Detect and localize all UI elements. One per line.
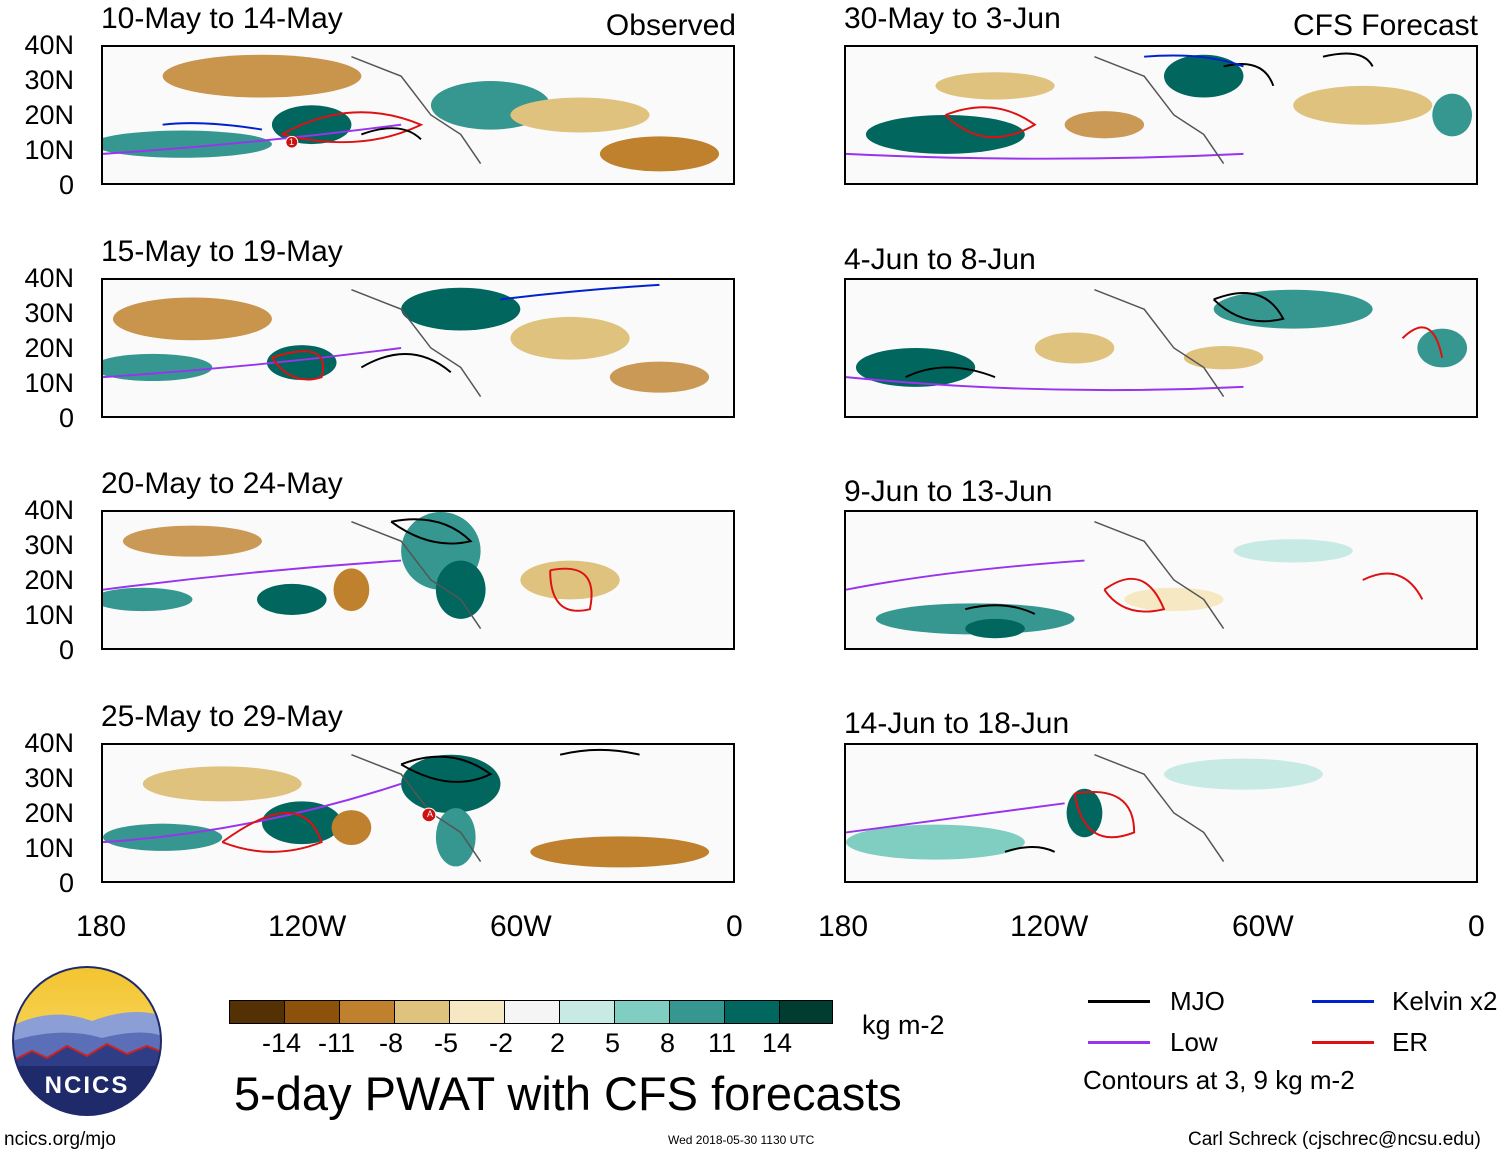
legend-label-er: ER [1392, 1027, 1429, 1057]
storm-marker-a: A [427, 809, 434, 819]
storm-marker-1: 1 [289, 137, 295, 147]
panel-title-left-3: 20-May to 24-May [101, 467, 343, 500]
colorbar-tick: -14 [262, 1028, 302, 1058]
colorbar-tick: 2 [550, 1028, 566, 1058]
colorbar-swatch [339, 1000, 395, 1024]
map-panel-left-4: A [101, 743, 735, 883]
lat-label: 20N [24, 333, 74, 363]
colorbar-tick: 11 [708, 1028, 737, 1058]
lat-label: 10N [24, 135, 74, 165]
lat-label: 30N [24, 530, 74, 560]
cfs-forecast-label: CFS Forecast [1292, 9, 1478, 42]
panel-title-left-1: 10-May to 14-May [101, 2, 343, 35]
colorbar-swatch [504, 1000, 560, 1024]
legend-line-er [1312, 1041, 1374, 1044]
colorbar-tick: 5 [605, 1028, 621, 1058]
footer-timestamp: Wed 2018-05-30 1130 UTC [668, 1133, 815, 1147]
map-panel-left-2 [101, 278, 735, 418]
panel-title-right-3: 9-Jun to 13-Jun [844, 475, 1053, 508]
ncics-logo-text: NCICS [44, 1072, 130, 1099]
panel-title-left-2: 15-May to 19-May [101, 235, 343, 268]
legend-label-kelvin: Kelvin x2 [1392, 986, 1498, 1016]
colorbar-swatch [394, 1000, 450, 1024]
legend-label-low: Low [1170, 1027, 1218, 1057]
lat-label: 10N [24, 368, 74, 398]
lat-label: 10N [24, 600, 74, 630]
panel-title-right-4: 14-Jun to 18-Jun [844, 707, 1070, 740]
legend-line-mjo [1088, 1000, 1150, 1003]
legend-label-mjo: MJO [1170, 986, 1225, 1016]
lon-label: 180 [818, 910, 869, 943]
legend-line-low [1088, 1041, 1150, 1044]
panel-title-right-2: 4-Jun to 8-Jun [844, 243, 1036, 276]
lat-label: 20N [24, 565, 74, 595]
map-panel-right-3 [844, 510, 1478, 650]
colorbar-swatch [449, 1000, 505, 1024]
footer-credit: Carl Schreck (cjschrec@ncsu.edu) [1188, 1129, 1481, 1150]
lat-label: 40N [24, 495, 74, 525]
lon-label: 180 [76, 910, 127, 943]
observed-label: Observed [605, 9, 736, 42]
lat-label: 0 [58, 635, 74, 665]
footer-url[interactable]: ncics.org/mjo [4, 1129, 116, 1150]
panel-title-right-1: 30-May to 3-Jun [844, 2, 1061, 35]
colorbar-swatch [724, 1000, 780, 1024]
colorbar-tick: -11 [318, 1028, 356, 1058]
main-title: 5-day PWAT with CFS forecasts [234, 1067, 902, 1120]
legend-contours-note: Contours at 3, 9 kg m-2 [1083, 1065, 1355, 1095]
colorbar-tick: -2 [489, 1028, 514, 1058]
panel-title-left-4: 25-May to 29-May [101, 700, 343, 733]
map-panel-right-4 [844, 743, 1478, 883]
map-panel-right-2 [844, 278, 1478, 418]
colorbar-swatch [614, 1000, 670, 1024]
lat-label: 40N [24, 30, 74, 60]
colorbar-tick: 8 [660, 1028, 676, 1058]
lat-label: 30N [24, 65, 74, 95]
lat-label: 0 [58, 170, 74, 200]
lon-label: 60W [490, 910, 552, 943]
lat-label: 0 [58, 868, 74, 898]
lat-label: 30N [24, 763, 74, 793]
colorbar-swatch [229, 1000, 285, 1024]
lon-label: 0 [726, 910, 743, 943]
lat-label: 40N [24, 263, 74, 293]
colorbar-swatch [669, 1000, 725, 1024]
lon-label: 60W [1232, 910, 1294, 943]
colorbar-swatch [284, 1000, 340, 1024]
colorbar-tick: -8 [379, 1028, 404, 1058]
colorbar-swatch [559, 1000, 615, 1024]
lon-label: 0 [1468, 910, 1485, 943]
lat-label: 10N [24, 833, 74, 863]
map-panel-left-3 [101, 510, 735, 650]
colorbar-unit: kg m-2 [862, 1010, 945, 1040]
colorbar-tick: -5 [434, 1028, 459, 1058]
lat-label: 0 [58, 403, 74, 433]
lat-label: 20N [24, 100, 74, 130]
lat-label: 20N [24, 798, 74, 828]
ncics-logo: NCICS [12, 966, 162, 1116]
lon-label: 120W [1010, 910, 1089, 943]
colorbar-tick: 14 [762, 1028, 793, 1058]
map-panel-left-1: 1 [101, 45, 735, 185]
map-panel-right-1 [844, 45, 1478, 185]
lat-label: 40N [24, 728, 74, 758]
legend-line-kelvin [1312, 1000, 1374, 1003]
colorbar-swatch [779, 1000, 833, 1024]
lat-label: 30N [24, 298, 74, 328]
lon-label: 120W [268, 910, 347, 943]
